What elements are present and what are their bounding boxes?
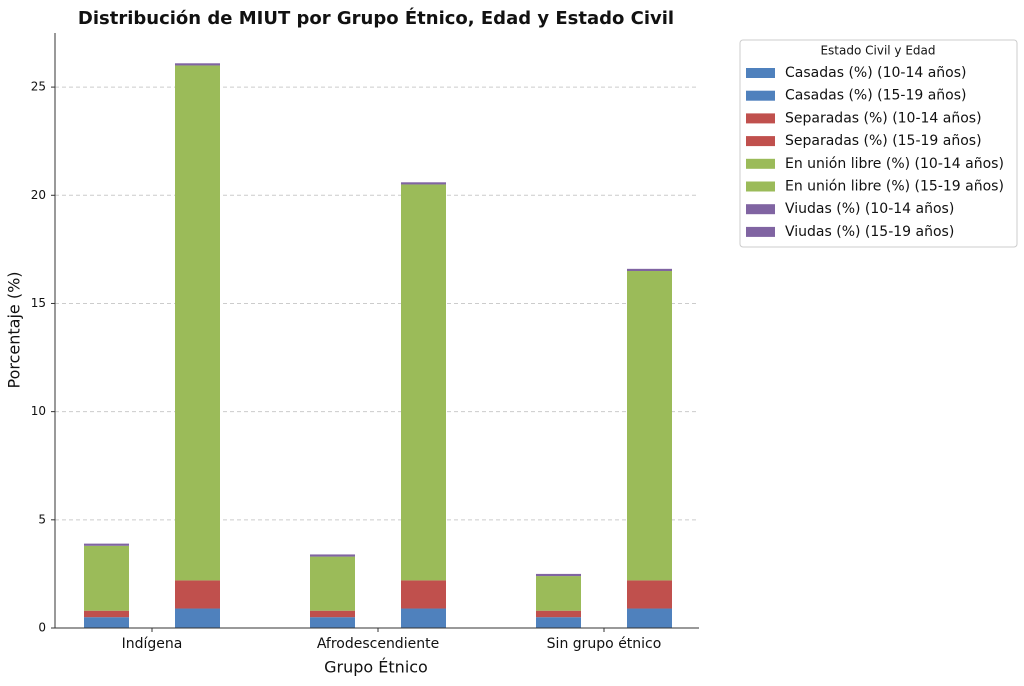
bar-segment <box>310 617 355 628</box>
bar-segment <box>175 608 220 628</box>
y-tick-label: 5 <box>38 512 46 526</box>
bar-segment <box>84 617 129 628</box>
bar-segment <box>401 182 446 185</box>
legend-swatch <box>746 68 775 78</box>
bar-segment <box>310 554 355 557</box>
y-tick-label: 15 <box>31 296 46 310</box>
bar-segment <box>401 184 446 581</box>
bar-segment <box>627 268 672 271</box>
legend-label: Casadas (%) (15-19 años) <box>785 88 966 104</box>
bar-segment <box>536 617 581 628</box>
legend-swatch <box>746 158 775 169</box>
bar-segment <box>175 63 220 66</box>
y-tick-label: 20 <box>31 188 46 202</box>
legend-box <box>739 39 1018 248</box>
bar-segment <box>175 580 220 609</box>
legend-swatch <box>746 204 775 215</box>
bar-segment <box>310 610 355 618</box>
bar-segment <box>175 65 220 581</box>
x-tick-label: Indígena <box>122 636 183 652</box>
bar-segment <box>627 271 672 581</box>
legend-label: Viudas (%) (10-14 años) <box>785 201 954 217</box>
bar-segment <box>310 556 355 611</box>
bar-segment <box>84 543 129 546</box>
y-tick-label: 0 <box>38 621 46 635</box>
legend-label: Separadas (%) (10-14 años) <box>785 110 982 126</box>
legend-swatch <box>746 90 775 101</box>
legend-swatch <box>746 113 775 124</box>
bar-segment <box>536 576 581 611</box>
bar-segment <box>84 545 129 611</box>
legend-swatch <box>746 136 775 147</box>
bar-segment <box>401 580 446 609</box>
legend-label: En unión libre (%) (15-19 años) <box>785 179 1004 195</box>
x-axis-label: Grupo Étnico <box>324 658 428 677</box>
legend-label: En unión libre (%) (10-14 años) <box>785 156 1004 172</box>
bar-segment <box>84 610 129 618</box>
x-tick-label: Afrodescendiente <box>317 636 439 652</box>
chart-title: Distribución de MIUT por Grupo Étnico, E… <box>78 7 674 29</box>
y-axis-label: Porcentaje (%) <box>5 271 24 388</box>
legend-label: Viudas (%) (15-19 años) <box>785 224 954 240</box>
x-tick-label: Sin grupo étnico <box>547 636 662 652</box>
legend-swatch <box>746 181 775 192</box>
y-tick-label: 25 <box>31 80 46 94</box>
legend-title: Estado Civil y Edad <box>820 44 935 58</box>
y-tick-label: 10 <box>31 404 46 418</box>
bar-segment <box>401 608 446 628</box>
bar-segment <box>627 580 672 609</box>
legend-label: Separadas (%) (15-19 años) <box>785 133 982 149</box>
bar-segment <box>536 573 581 577</box>
bar-segment <box>627 608 672 628</box>
legend-label: Casadas (%) (10-14 años) <box>785 65 966 81</box>
bar-segment <box>536 610 581 618</box>
legend-swatch <box>746 226 775 237</box>
